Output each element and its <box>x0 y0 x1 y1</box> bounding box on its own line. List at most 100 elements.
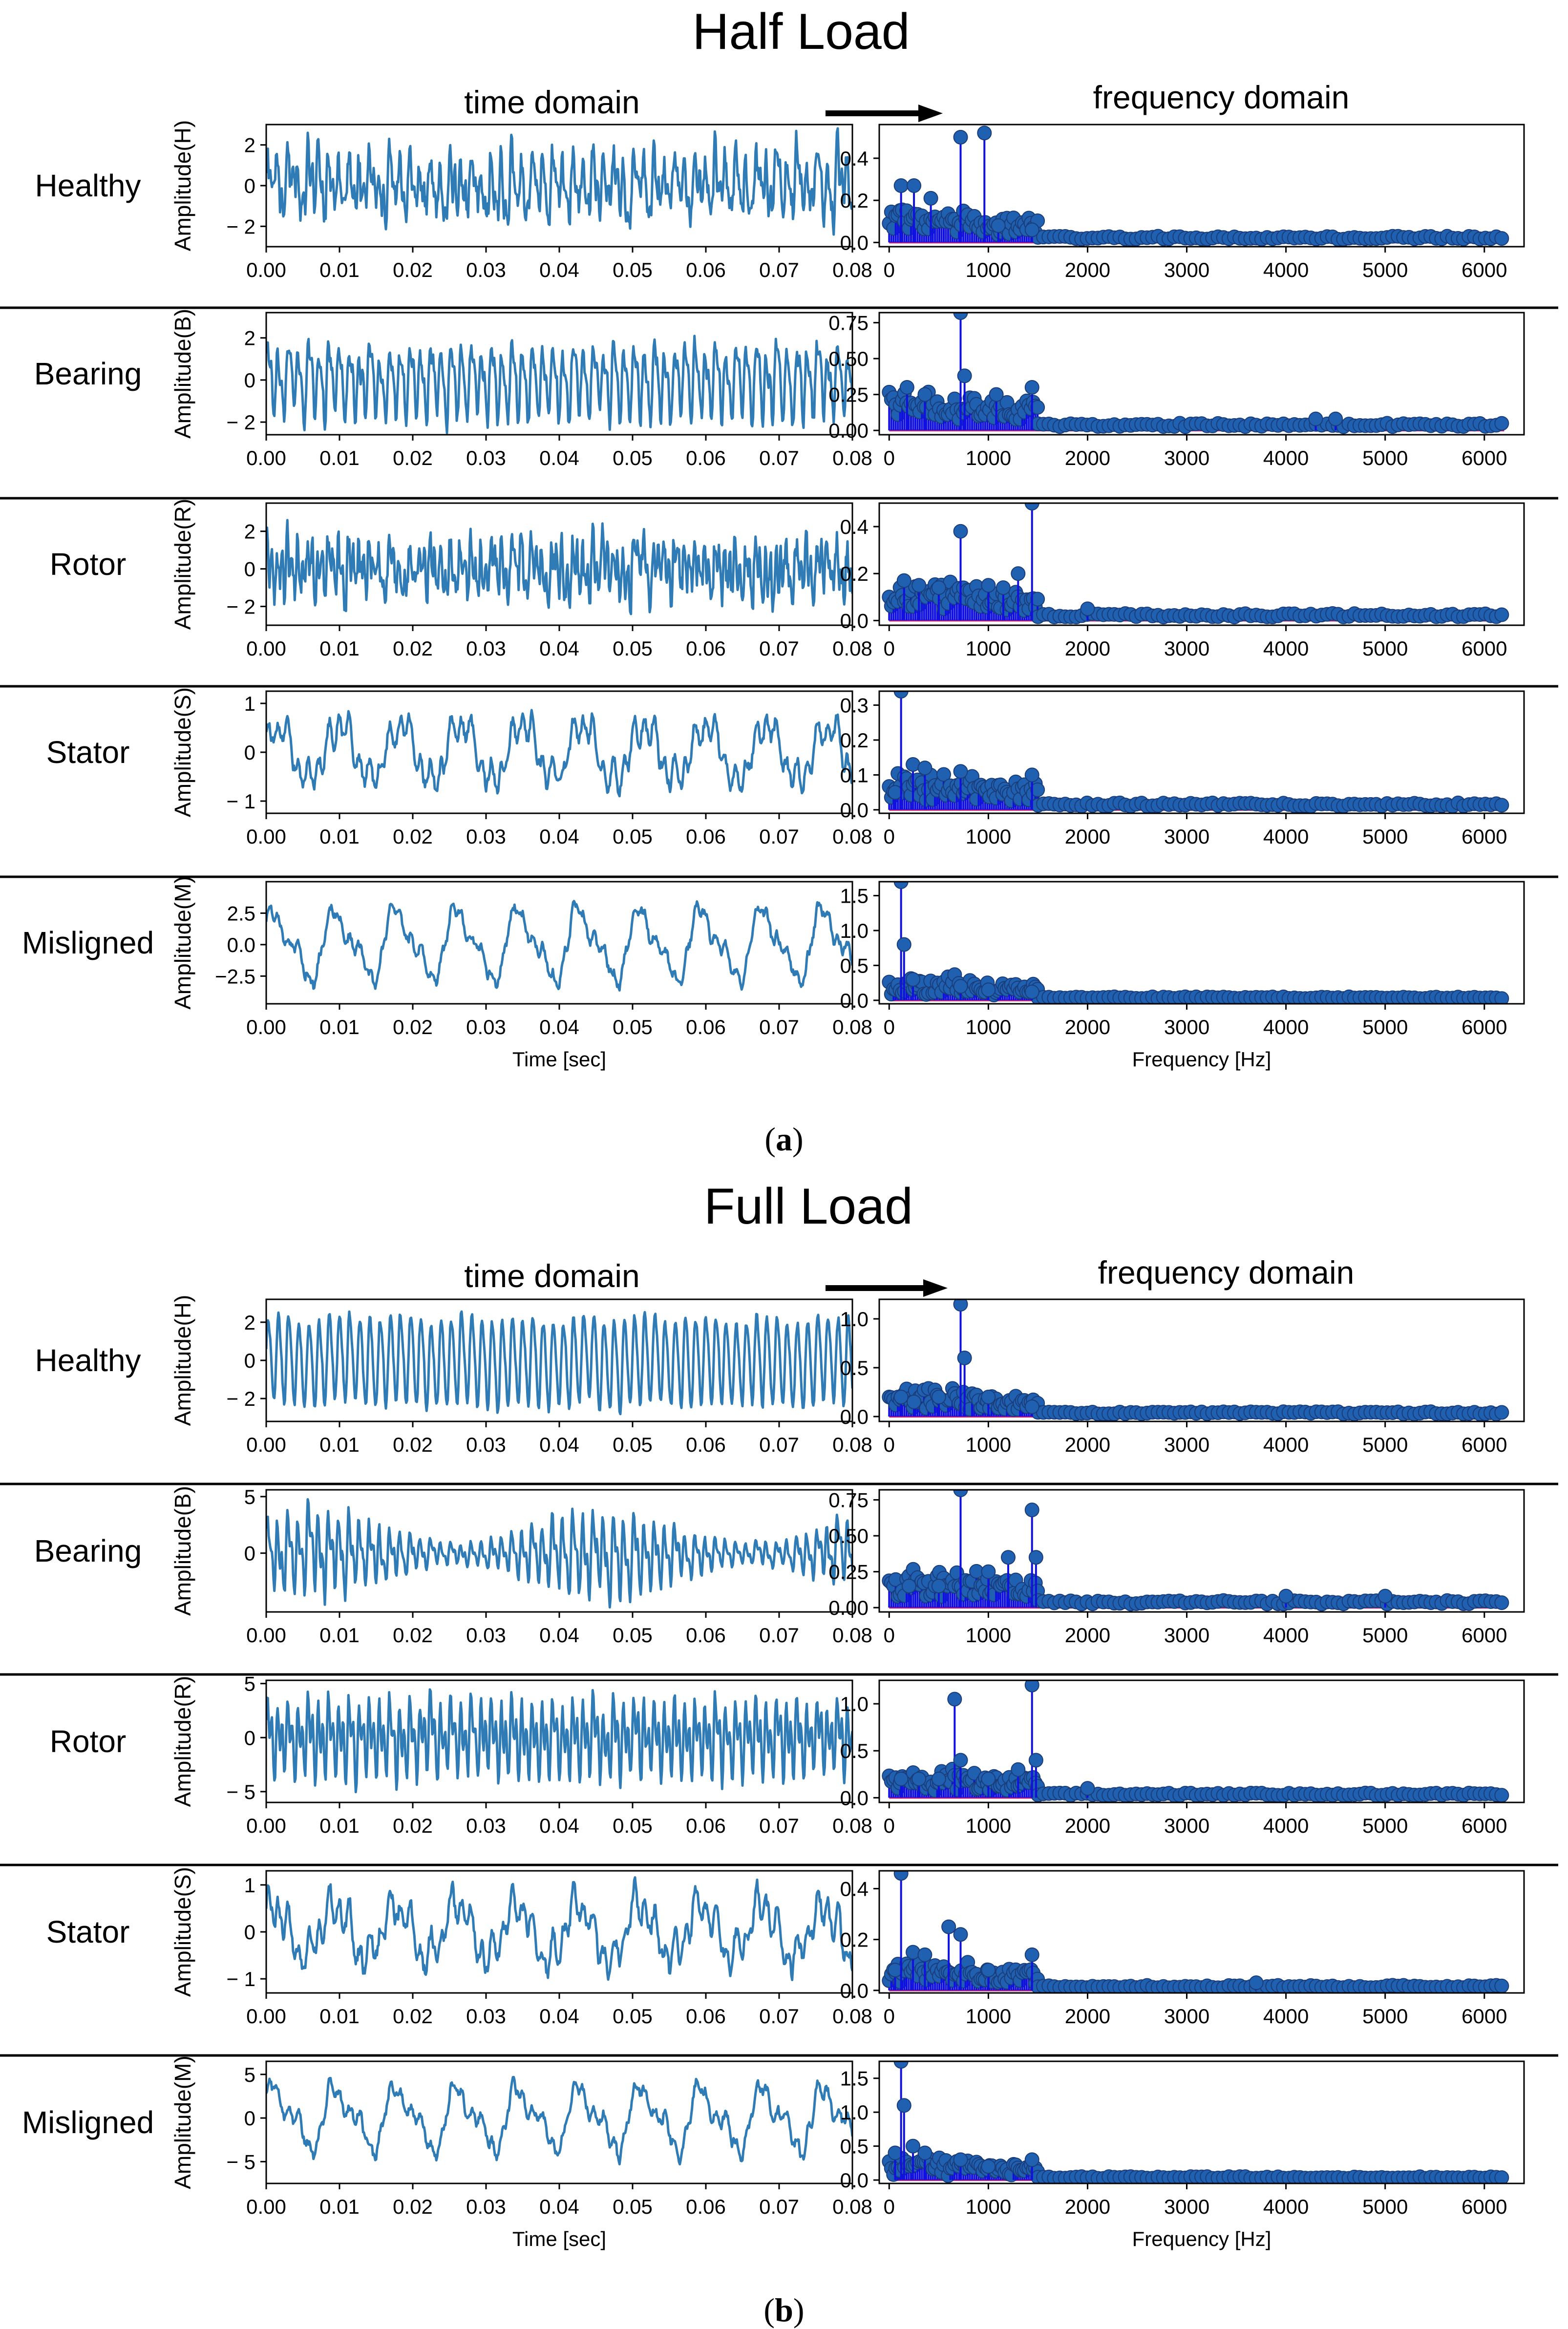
condition-label: Stator <box>46 735 130 770</box>
spectrum-marker <box>981 2159 996 2174</box>
spectrum-marker <box>1024 380 1039 395</box>
y-tick-label: 1.0 <box>840 1693 869 1715</box>
x-tick-label: 0.05 <box>613 825 653 848</box>
time-series-line <box>266 335 852 434</box>
condition-label: Misligned <box>22 925 154 960</box>
time-chart-a-misligned: Misligned Amplitude(M) 2.5 0.0 −2.5 0.00 0.01 0… <box>22 876 872 1071</box>
y-tick-label: 1.0 <box>840 919 869 942</box>
x-tick-label: 6000 <box>1462 1624 1507 1647</box>
freq-chart-b-bearing: 0.00 0.25 0.50 0.75 0 1000 2000 3000 4000 5000 600… <box>828 1489 1525 1647</box>
y-axis-label: Amplitude(B) <box>170 1486 195 1616</box>
y-tick-label: 0.1 <box>840 763 869 786</box>
y-tick-label: 0.0 <box>840 1979 869 2002</box>
condition-label: Bearing <box>34 356 142 391</box>
plot-frame <box>878 690 1525 814</box>
panel-b-arrow <box>826 1279 948 1297</box>
x-tick-label: 0.03 <box>466 2005 506 2028</box>
spectrum-marker <box>1024 1399 1039 1414</box>
x-tick-label: 0.00 <box>246 1814 286 1837</box>
time-chart-a-stator: Stator Amplitude(S) 1 0 − 1 0.00 0.01 0.02 0.03 0… <box>46 687 872 848</box>
plot-area <box>882 1299 1509 1421</box>
x-tick-label: 3000 <box>1164 2195 1209 2218</box>
spectrum-marker <box>899 380 914 395</box>
spectrum-marker <box>1494 1978 1509 1993</box>
x-tick-label: 0.04 <box>539 2195 579 2218</box>
plot-frame <box>265 1298 853 1422</box>
panel-a-title: Half Load <box>692 3 910 60</box>
spectrum-marker <box>981 578 996 593</box>
spectrum-marker <box>1080 1781 1095 1796</box>
y-tick-label: 1.5 <box>840 2067 869 2090</box>
plot-area <box>882 1680 1509 1802</box>
spectrum-marker <box>1028 1550 1043 1565</box>
spectrum-marker <box>1494 1788 1509 1802</box>
spectrum-marker <box>989 387 1004 402</box>
x-tick-label: 0.01 <box>319 825 360 848</box>
y-tick-label: − 2 <box>226 1387 255 1410</box>
x-tick-label: 0.00 <box>246 446 286 469</box>
x-tick-label: 1000 <box>966 825 1011 848</box>
time-series-line <box>266 900 852 992</box>
spectrum-marker <box>953 313 968 320</box>
y-axis-label: Amplitude(S) <box>170 687 195 817</box>
x-tick-label: 0.05 <box>613 637 653 660</box>
x-tick-label: 0.04 <box>539 2005 579 2028</box>
panel-b-caption: (b) <box>763 2291 804 2329</box>
y-tick-label: 0.25 <box>828 383 869 406</box>
x-tick-label: 6000 <box>1462 258 1507 281</box>
x-tick-label: 2000 <box>1065 1433 1110 1456</box>
spectrum-marker <box>1494 231 1509 246</box>
x-tick-label: 6000 <box>1462 825 1507 848</box>
time-chart-a-bearing: Bearing Amplitude(B) 2 0 − 2 0.00 0.01 0.02 0.03… <box>34 309 872 469</box>
spectrum-marker <box>1024 1503 1039 1518</box>
spectrum-marker <box>1494 1595 1509 1610</box>
y-tick-label: 0.5 <box>840 1356 869 1379</box>
spectrum-marker <box>1028 1753 1043 1768</box>
x-tick-label: 0.05 <box>613 1624 653 1647</box>
x-tick-label: 0.05 <box>613 1433 653 1456</box>
spectrum-marker <box>896 2098 911 2113</box>
x-tick-label: 0.01 <box>319 1814 360 1837</box>
spectrum-marker <box>923 191 938 206</box>
y-tick-label: 0.00 <box>828 419 869 442</box>
x-tick-label: 0.02 <box>393 825 433 848</box>
x-tick-label: 2000 <box>1065 446 1110 469</box>
x-tick-label: 0.00 <box>246 825 286 848</box>
time-series-line <box>266 1310 852 1416</box>
x-tick-label: 0.05 <box>613 1016 653 1038</box>
plot-area <box>266 1310 852 1416</box>
plot-frame <box>265 881 853 1005</box>
x-tick-label: 0.07 <box>759 2005 799 2028</box>
spectrum-marker <box>917 2145 932 2160</box>
x-tick-label: 0.07 <box>759 1433 799 1456</box>
plot-frame <box>878 881 1525 1005</box>
time-series-line <box>266 519 852 615</box>
freq-chart-a-stator: 0.0 0.1 0.2 0.3 0 1000 2000 3000 4000 5000 6000 <box>840 690 1525 848</box>
spectrum-marker <box>906 2138 921 2154</box>
x-tick-label: 6000 <box>1462 2195 1507 2218</box>
spectrum-marker <box>888 785 903 800</box>
x-tick-label: 1000 <box>966 2005 1011 2028</box>
x-tick-label: 3000 <box>1164 2005 1209 2028</box>
plot-area <box>882 882 1509 1004</box>
panel-a-arrow <box>826 105 943 122</box>
y-tick-label: 0.0 <box>840 989 869 1012</box>
spectrum-marker <box>977 126 992 141</box>
time-chart-a-rotor: Rotor Amplitude(R) 2 0 − 2 0.00 0.01 0.02 0.03 0.… <box>50 499 872 660</box>
spectrum-marker <box>996 580 1011 595</box>
y-tick-label: 0.50 <box>828 1524 869 1547</box>
y-tick-label: 0.0 <box>840 2169 869 2192</box>
x-tick-label: 0.06 <box>686 825 726 848</box>
x-tick-label: 0.08 <box>832 1814 872 1837</box>
y-tick-label: 0.2 <box>840 1928 869 1951</box>
spectrum-marker <box>1030 592 1045 607</box>
x-tick-label: 2000 <box>1065 2005 1110 2028</box>
x-tick-label: 1000 <box>966 2195 1011 2218</box>
plot-frame <box>878 1870 1525 1994</box>
plot-frame <box>878 2060 1525 2184</box>
x-tick-label: 3000 <box>1164 1814 1209 1837</box>
x-tick-label: 0 <box>884 1624 895 1647</box>
y-tick-label: − 5 <box>226 2150 255 2173</box>
spectrum-marker <box>1024 767 1039 783</box>
spectrum-marker <box>906 972 921 987</box>
